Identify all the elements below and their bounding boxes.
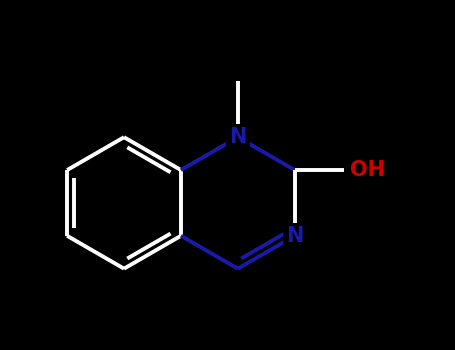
Text: N: N (286, 226, 303, 246)
Text: N: N (229, 127, 247, 147)
Text: OH: OH (349, 160, 384, 180)
